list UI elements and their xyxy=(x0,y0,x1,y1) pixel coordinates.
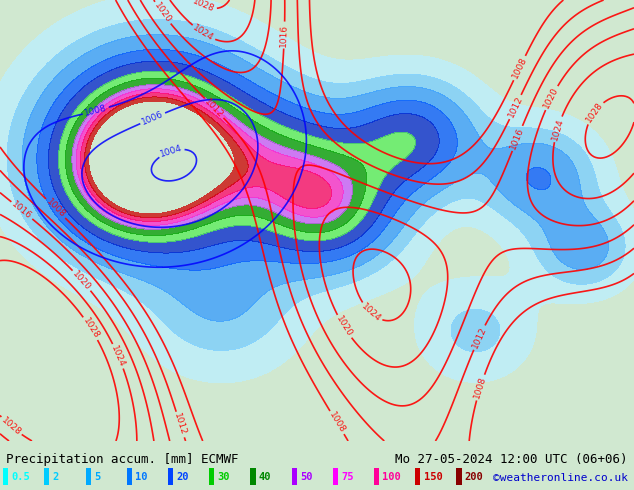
Text: 1016: 1016 xyxy=(10,199,34,221)
Text: 1020: 1020 xyxy=(71,269,93,292)
Text: 1020: 1020 xyxy=(334,315,354,339)
Text: 1020: 1020 xyxy=(152,1,173,25)
Text: 1008: 1008 xyxy=(510,56,529,80)
Text: 1028: 1028 xyxy=(81,317,101,341)
Text: 1008: 1008 xyxy=(84,103,108,118)
Text: 1028: 1028 xyxy=(584,100,605,124)
Text: 1012: 1012 xyxy=(507,95,524,119)
FancyBboxPatch shape xyxy=(127,468,132,485)
Text: 1012: 1012 xyxy=(172,412,188,437)
Text: 1006: 1006 xyxy=(140,110,165,127)
Text: 1028: 1028 xyxy=(191,0,216,14)
FancyBboxPatch shape xyxy=(456,468,462,485)
FancyBboxPatch shape xyxy=(292,468,297,485)
Text: 150: 150 xyxy=(424,472,443,482)
Text: 1012: 1012 xyxy=(470,325,488,350)
FancyBboxPatch shape xyxy=(168,468,173,485)
Text: 1004: 1004 xyxy=(159,144,184,159)
Text: 1008: 1008 xyxy=(327,411,347,435)
FancyBboxPatch shape xyxy=(333,468,338,485)
Text: 1028: 1028 xyxy=(0,416,23,437)
Text: 1024: 1024 xyxy=(191,24,216,43)
Text: 20: 20 xyxy=(176,472,189,482)
FancyBboxPatch shape xyxy=(374,468,379,485)
FancyBboxPatch shape xyxy=(86,468,91,485)
Text: 1024: 1024 xyxy=(550,117,565,141)
Text: 1008: 1008 xyxy=(44,197,67,220)
Text: 1016: 1016 xyxy=(280,24,289,47)
FancyBboxPatch shape xyxy=(209,468,214,485)
Text: 75: 75 xyxy=(341,472,354,482)
FancyBboxPatch shape xyxy=(44,468,49,485)
Text: 1012: 1012 xyxy=(203,97,225,120)
FancyBboxPatch shape xyxy=(3,468,8,485)
Text: 10: 10 xyxy=(135,472,148,482)
Text: 0.5: 0.5 xyxy=(11,472,30,482)
Text: 100: 100 xyxy=(382,472,401,482)
Text: 1008: 1008 xyxy=(472,375,488,400)
Text: 1020: 1020 xyxy=(542,86,560,110)
Text: Mo 27-05-2024 12:00 UTC (06+06): Mo 27-05-2024 12:00 UTC (06+06) xyxy=(395,453,628,466)
Text: 1016: 1016 xyxy=(509,126,526,151)
Text: 50: 50 xyxy=(300,472,313,482)
Text: 200: 200 xyxy=(465,472,484,482)
Text: 40: 40 xyxy=(259,472,271,482)
Text: 2: 2 xyxy=(53,472,59,482)
Text: 30: 30 xyxy=(217,472,230,482)
FancyBboxPatch shape xyxy=(250,468,256,485)
FancyBboxPatch shape xyxy=(415,468,420,485)
Text: ©weatheronline.co.uk: ©weatheronline.co.uk xyxy=(493,473,628,483)
Text: 1024: 1024 xyxy=(359,302,382,324)
Text: Precipitation accum. [mm] ECMWF: Precipitation accum. [mm] ECMWF xyxy=(6,453,239,466)
Text: 1024: 1024 xyxy=(110,344,127,368)
Text: 5: 5 xyxy=(94,472,100,482)
